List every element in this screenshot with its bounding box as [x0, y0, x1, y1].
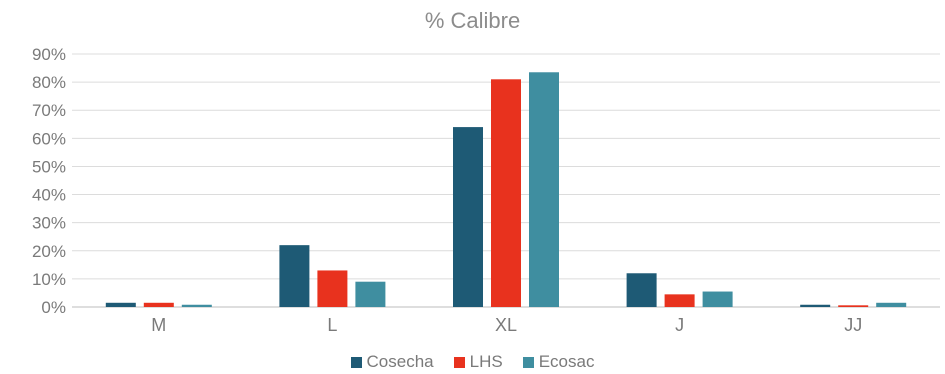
bar-ecosac-l [355, 281, 386, 307]
bar-lhs-m [143, 302, 174, 307]
bar-lhs-j [664, 294, 695, 307]
bar-cosecha-xl [453, 127, 483, 307]
x-tick-label: L [327, 315, 337, 335]
chart-title: % Calibre [424, 8, 521, 33]
y-tick-label: 60% [32, 129, 66, 148]
bar-cosecha-m [105, 302, 136, 307]
bar-lhs-jj [838, 305, 869, 307]
bar-cosecha-jj [800, 304, 831, 307]
x-tick-label: XL [495, 315, 517, 335]
y-tick-label: 90% [32, 45, 66, 64]
legend-item: LHS [453, 352, 503, 372]
legend-item: Ecosac [522, 352, 595, 372]
bar-ecosac-xl [529, 72, 559, 308]
legend-swatch [522, 356, 534, 368]
x-tick-label: J [675, 315, 684, 335]
legend-label: Ecosac [538, 352, 595, 371]
x-tick-label: M [151, 315, 166, 335]
bar-ecosac-j [702, 291, 733, 307]
y-tick-label: 50% [32, 157, 66, 176]
bar-lhs-xl [491, 79, 521, 307]
y-tick-label: 30% [32, 214, 66, 233]
legend-label: LHS [469, 352, 503, 371]
bar-cosecha-j [626, 273, 657, 307]
bar-cosecha-l [279, 245, 310, 307]
y-tick-label: 20% [32, 242, 66, 261]
y-tick-label: 0% [41, 298, 66, 317]
legend-label: Cosecha [366, 352, 434, 371]
y-tick-label: 80% [32, 73, 66, 92]
y-tick-label: 70% [32, 101, 66, 120]
y-tick-label: 40% [32, 186, 66, 205]
legend-item: Cosecha [350, 352, 434, 372]
bar-lhs-l [317, 270, 348, 307]
bar-ecosac-m [181, 304, 212, 307]
y-tick-label: 10% [32, 270, 66, 289]
x-tick-label: JJ [844, 315, 862, 335]
legend: Cosecha LHS Ecosac [0, 352, 945, 372]
bar-ecosac-jj [876, 302, 907, 307]
legend-swatch [453, 356, 465, 368]
legend-swatch [350, 356, 362, 368]
